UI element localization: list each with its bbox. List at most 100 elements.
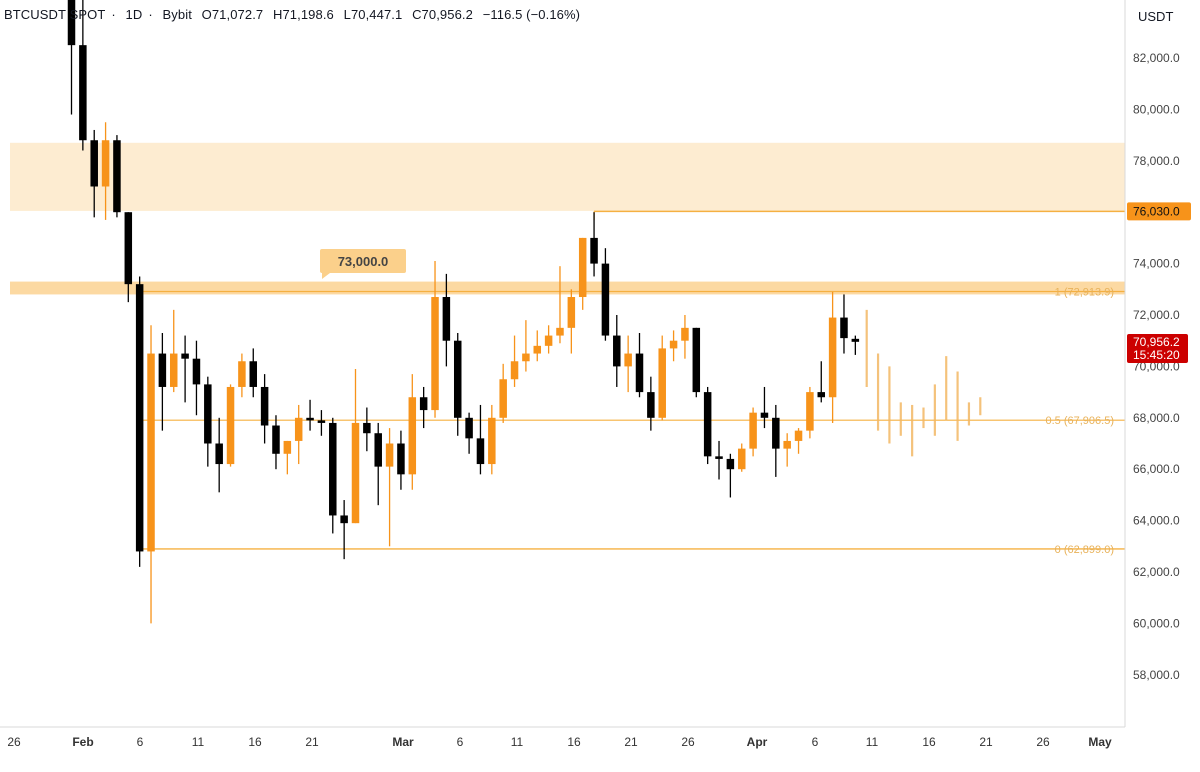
candle-body[interactable] [737, 448, 746, 470]
candle-body[interactable] [147, 353, 155, 552]
candle-body[interactable] [374, 433, 382, 467]
candle-body[interactable] [681, 327, 689, 341]
price-tick-label: 60,000.0 [1133, 616, 1180, 630]
candle-body[interactable] [226, 386, 235, 465]
date-tick-label: 21 [305, 735, 319, 749]
fib-0-label: 0 (62,899.0) [1055, 544, 1114, 556]
price-tick-label: 82,000.0 [1133, 51, 1180, 65]
candle-body[interactable] [476, 438, 485, 465]
high-level-label: 76,030.0 [1133, 204, 1180, 218]
exchange: Bybit [162, 7, 192, 22]
candle-body[interactable] [204, 384, 212, 444]
candle-body[interactable] [272, 425, 280, 454]
fib-1-label: 1 (72,913.9) [1055, 287, 1114, 299]
candle-body[interactable] [590, 237, 598, 264]
candle-body[interactable] [499, 379, 507, 418]
price-tick-label: 62,000.0 [1133, 565, 1180, 579]
candle-body[interactable] [249, 361, 258, 387]
candle-body[interactable] [158, 353, 167, 387]
candle-body[interactable] [408, 397, 417, 475]
candle-body[interactable] [749, 412, 757, 449]
price-tick-label: 58,000.0 [1133, 668, 1180, 682]
price-callout-text: 73,000.0 [338, 254, 389, 269]
candle-body[interactable] [817, 392, 826, 398]
candle-body[interactable] [522, 353, 530, 362]
candle-body[interactable] [329, 422, 337, 516]
candle-body[interactable] [113, 140, 121, 213]
interval[interactable]: 1D [125, 7, 143, 22]
candle-body[interactable] [90, 140, 98, 187]
date-tick-label: Apr [747, 735, 768, 749]
candle-body[interactable] [124, 212, 133, 285]
date-tick-label: 11 [192, 735, 205, 749]
date-tick-label: Feb [72, 735, 93, 749]
candle-body[interactable] [851, 338, 860, 342]
candle-body[interactable] [465, 417, 473, 439]
candle-body[interactable] [726, 458, 735, 470]
candle-body[interactable] [828, 317, 837, 398]
candle-body[interactable] [442, 297, 451, 341]
candle-body[interactable] [238, 361, 246, 387]
candle-body[interactable] [601, 263, 610, 336]
candle-body[interactable] [192, 358, 201, 385]
candle-body[interactable] [67, 0, 76, 46]
candle-body[interactable] [783, 440, 791, 449]
candle-body[interactable] [260, 386, 269, 426]
price-callout-pointer [322, 273, 330, 279]
last-price-label: 70,956.2 [1133, 335, 1180, 349]
ohlc-low: L70,447.1 [343, 7, 403, 22]
candle-body[interactable] [840, 317, 848, 339]
candle-body[interactable] [692, 327, 701, 393]
candle-body[interactable] [578, 237, 587, 298]
candle-body[interactable] [703, 392, 712, 457]
price-tick-label: 80,000.0 [1133, 102, 1180, 116]
candle-body[interactable] [715, 456, 723, 459]
candle-body[interactable] [215, 443, 223, 465]
high-level-badge [1127, 202, 1191, 221]
candle-body[interactable] [340, 515, 348, 524]
candle-body[interactable] [567, 297, 576, 328]
symbol-header: BTCUSDT SPOT · 1D · Bybit O71,072.7 H71,19… [4, 7, 581, 22]
symbol-name[interactable]: BTCUSDT SPOT [4, 7, 106, 22]
candle-body[interactable] [385, 443, 394, 467]
fib-05-label: 0.5 (67,906.5) [1046, 415, 1115, 427]
candle-body[interactable] [181, 353, 189, 359]
candle-body[interactable] [624, 353, 632, 367]
candle-body[interactable] [79, 45, 87, 141]
candle-body[interactable] [306, 417, 314, 421]
candle-body[interactable] [135, 284, 144, 552]
candle-body[interactable] [794, 430, 803, 441]
candle-body[interactable] [658, 348, 666, 418]
candle-body[interactable] [556, 327, 564, 336]
candle-body[interactable] [351, 422, 360, 524]
candle-body[interactable] [294, 417, 303, 441]
price-change: −116.5 (−0.16%) [482, 7, 581, 22]
price-callout-box[interactable] [320, 249, 406, 273]
candle-body[interactable] [635, 353, 644, 393]
candle-body[interactable] [488, 417, 496, 465]
date-tick-label: 26 [7, 735, 21, 749]
ohlc-close: C70,956.2 [412, 7, 473, 22]
candle-body[interactable] [544, 335, 553, 346]
candle-body[interactable] [533, 345, 542, 354]
candle-body[interactable] [647, 392, 655, 418]
candle-body[interactable] [510, 361, 519, 380]
candle-body[interactable] [669, 340, 678, 349]
date-tick-label: 16 [922, 735, 936, 749]
candle-body[interactable] [419, 397, 428, 411]
candle-body[interactable] [101, 140, 110, 187]
candle-body[interactable] [397, 443, 405, 475]
candle-body[interactable] [760, 412, 769, 418]
candle-body[interactable] [453, 340, 462, 418]
candle-body[interactable] [431, 297, 439, 411]
candle-body[interactable] [363, 422, 371, 434]
candle-body[interactable] [613, 335, 621, 367]
candle-body[interactable] [283, 440, 292, 454]
price-tick-label: 66,000.0 [1133, 462, 1180, 476]
candle-body[interactable] [317, 420, 326, 423]
candle-body[interactable] [806, 392, 814, 431]
candle-body[interactable] [772, 417, 780, 449]
candle-body[interactable] [169, 353, 178, 387]
